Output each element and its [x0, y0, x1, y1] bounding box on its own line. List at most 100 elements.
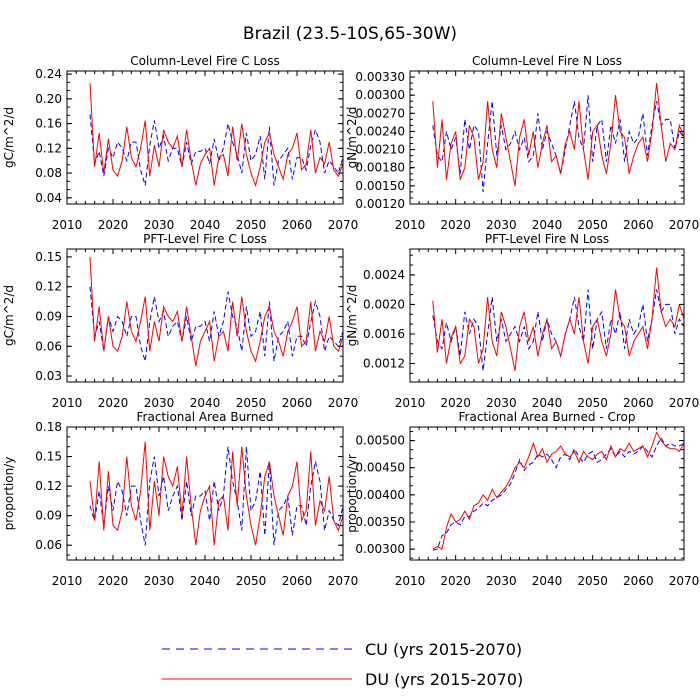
- y-axis-label: proportion/yr: [345, 454, 359, 533]
- x-tick-label: 2010: [395, 574, 426, 588]
- x-tick-label: 2050: [236, 396, 267, 410]
- y-tick-label: 0.15: [35, 250, 62, 264]
- x-tick-label: 2010: [52, 574, 83, 588]
- y-tick-label: 0.00500: [355, 434, 405, 448]
- x-tick-label: 2030: [486, 396, 517, 410]
- y-tick-label: 0.0016: [363, 327, 405, 341]
- x-tick-label: 2060: [623, 396, 654, 410]
- x-tick-label: 2010: [395, 396, 426, 410]
- series-line-cu: [432, 289, 685, 371]
- y-tick-label: 0.18: [35, 420, 62, 434]
- panel-6: Fractional Area Burned - Crop proportion/…: [345, 410, 699, 588]
- panel-1: Column-Level Fire C Loss gC/m^2/d 2010 2020…: [2, 54, 358, 232]
- x-tick-label: 2070: [328, 396, 359, 410]
- x-tick-label: 2030: [144, 218, 175, 232]
- x-tick-label: 2040: [190, 574, 221, 588]
- series-line-du: [89, 83, 344, 188]
- y-tick-label: 0.00300: [355, 542, 405, 556]
- figure-title: Brazil (23.5-10S,65-30W): [243, 24, 457, 44]
- y-tick-label: 0.00180: [355, 161, 405, 175]
- legend-cu-label: CU (yrs 2015-2070): [365, 640, 522, 659]
- x-tick-label: 2040: [532, 396, 563, 410]
- y-tick-label: 0.0012: [363, 357, 405, 371]
- y-axis-label: gN/m^2/d: [345, 107, 359, 169]
- y-tick-label: 0.00120: [355, 197, 405, 211]
- series-line-cu: [432, 95, 685, 192]
- plot-frame: [409, 248, 685, 383]
- y-tick-label: 0.20: [35, 92, 62, 106]
- y-tick-label: 0.0024: [363, 268, 405, 282]
- y-tick-label: 0.00150: [355, 179, 405, 193]
- y-tick-label: 0.0020: [363, 297, 405, 311]
- panel-grid: Column-Level Fire C Loss gC/m^2/d 2010 2020…: [2, 54, 699, 588]
- y-tick-label: 0.04: [35, 191, 62, 205]
- y-tick-label: 0.16: [35, 117, 62, 131]
- y-axis-label: gN/m^2/d: [345, 285, 359, 347]
- x-tick-label: 2020: [98, 218, 129, 232]
- x-tick-label: 2030: [486, 574, 517, 588]
- x-tick-label: 2040: [190, 396, 221, 410]
- panel-title: PFT-Level Fire C Loss: [143, 232, 267, 246]
- x-tick-label: 2060: [623, 574, 654, 588]
- y-tick-label: 0.00210: [355, 143, 405, 157]
- x-tick-label: 2050: [236, 218, 267, 232]
- plot-frame: [66, 248, 344, 383]
- series-line-du: [432, 267, 685, 371]
- y-tick-label: 0.00400: [355, 488, 405, 502]
- x-tick-label: 2070: [328, 574, 359, 588]
- y-tick-label: 0.15: [35, 450, 62, 464]
- legend-du-label: DU (yrs 2015-2070): [365, 670, 523, 689]
- panel-title: PFT-Level Fire N Loss: [485, 232, 609, 246]
- y-tick-label: 0.00330: [355, 70, 405, 84]
- y-axis-label: gC/m^2/d: [2, 285, 16, 346]
- panel-title: Column-Level Fire C Loss: [130, 54, 280, 68]
- panel-5: Fractional Area Burned proportion/y 2010 20…: [2, 410, 358, 588]
- x-tick-label: 2030: [144, 396, 175, 410]
- y-tick-label: 0.00240: [355, 124, 405, 138]
- x-tick-label: 2020: [440, 574, 471, 588]
- series-line-du: [432, 83, 685, 186]
- panel-title: Fractional Area Burned: [137, 410, 274, 424]
- x-tick-label: 2060: [282, 396, 313, 410]
- y-tick-label: 0.12: [35, 141, 62, 155]
- x-tick-label: 2050: [577, 218, 608, 232]
- panel-title: Column-Level Fire N Loss: [472, 54, 622, 68]
- x-tick-label: 2040: [532, 574, 563, 588]
- y-tick-label: 0.12: [35, 479, 62, 493]
- x-tick-label: 2020: [440, 396, 471, 410]
- y-tick-label: 0.00450: [355, 461, 405, 475]
- x-tick-label: 2070: [669, 574, 700, 588]
- y-tick-label: 0.00300: [355, 88, 405, 102]
- y-tick-label: 0.06: [35, 538, 62, 552]
- x-tick-label: 2060: [282, 574, 313, 588]
- x-tick-label: 2050: [577, 574, 608, 588]
- y-tick-label: 0.12: [35, 280, 62, 294]
- series-line-du: [89, 256, 344, 367]
- y-axis-label: gC/m^2/d: [2, 107, 16, 168]
- series-line-cu: [89, 446, 344, 546]
- y-tick-label: 0.08: [35, 166, 62, 180]
- x-tick-label: 2070: [669, 396, 700, 410]
- series-line-du: [432, 431, 685, 550]
- x-tick-label: 2050: [236, 574, 267, 588]
- x-tick-label: 2060: [623, 218, 654, 232]
- y-tick-label: 0.09: [35, 509, 62, 523]
- x-tick-label: 2070: [669, 218, 700, 232]
- y-tick-label: 0.09: [35, 309, 62, 323]
- x-tick-label: 2040: [190, 218, 221, 232]
- panel-4: PFT-Level Fire N Loss gN/m^2/d 2010 2020 203…: [345, 232, 699, 410]
- x-tick-label: 2020: [98, 396, 129, 410]
- y-tick-label: 0.00270: [355, 106, 405, 120]
- series-line-du: [89, 441, 344, 546]
- x-tick-label: 2010: [52, 218, 83, 232]
- panel-title: Fractional Area Burned - Crop: [459, 410, 636, 424]
- x-tick-label: 2030: [486, 218, 517, 232]
- x-tick-label: 2040: [532, 218, 563, 232]
- x-tick-label: 2020: [440, 218, 471, 232]
- panel-3: PFT-Level Fire C Loss gC/m^2/d 2010 2020 203…: [2, 232, 358, 410]
- legend: CU (yrs 2015-2070) DU (yrs 2015-2070): [162, 640, 523, 689]
- y-axis-label: proportion/y: [2, 457, 16, 531]
- x-tick-label: 2010: [52, 396, 83, 410]
- x-tick-label: 2050: [577, 396, 608, 410]
